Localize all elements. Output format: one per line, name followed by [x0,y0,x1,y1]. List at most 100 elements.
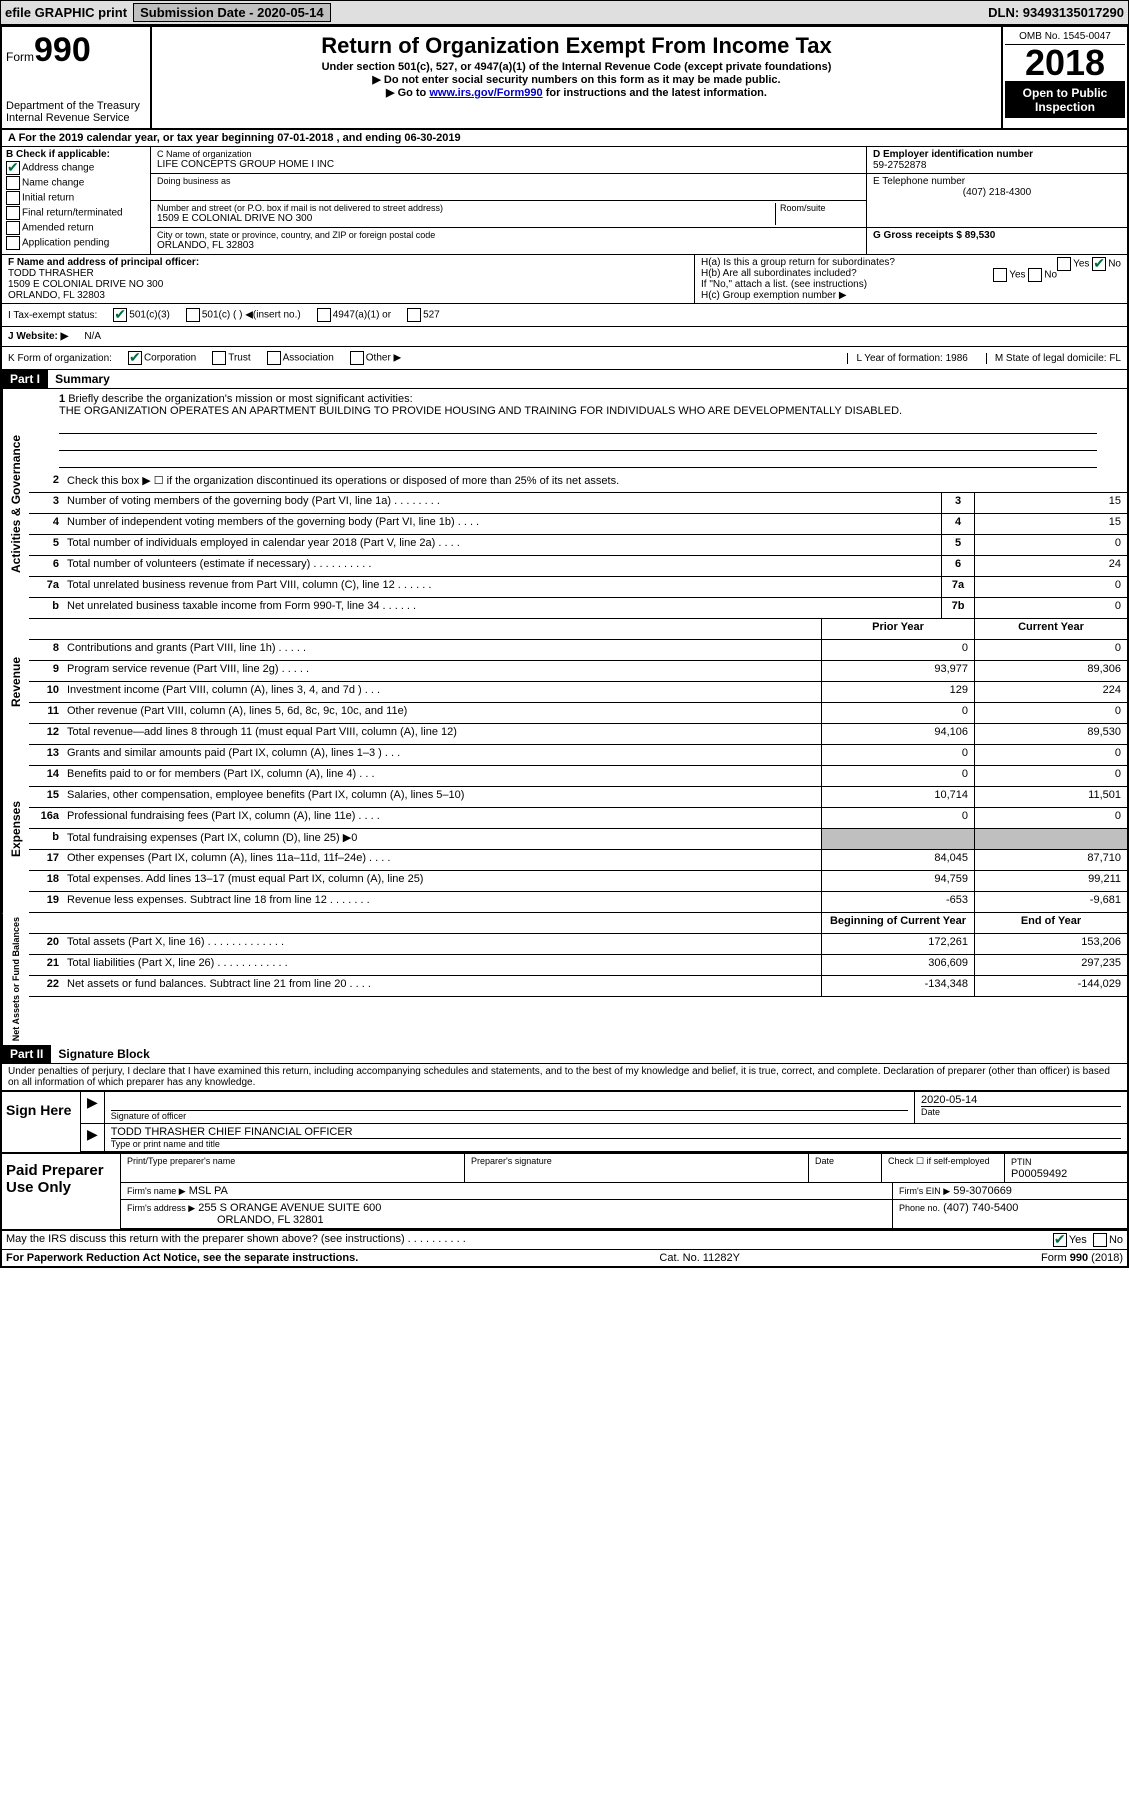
header-line2: ▶ Go to www.irs.gov/Form990 for instruct… [160,86,993,99]
vlabel-expenses: Expenses [2,745,29,913]
summary-row: 5Total number of individuals employed in… [29,535,1127,556]
chk-amended[interactable]: Amended return [6,221,146,235]
summary-row: 17Other expenses (Part IX, column (A), l… [29,850,1127,871]
ein: 59-2752878 [873,160,1121,171]
top-bar: efile GRAPHIC print Submission Date - 20… [0,0,1129,25]
officer-name: TODD THRASHER [8,268,688,279]
penalties-text: Under penalties of perjury, I declare th… [2,1064,1127,1090]
summary-row: 8Contributions and grants (Part VIII, li… [29,640,1127,661]
sign-here-label: Sign Here [2,1092,81,1152]
dba-label: Doing business as [157,176,860,186]
chk-other[interactable]: Other ▶ [350,351,401,365]
summary-row: 19Revenue less expenses. Subtract line 1… [29,892,1127,913]
chk-namechange[interactable]: Name change [6,176,146,190]
vlabel-net: Net Assets or Fund Balances [2,913,29,1045]
label-c: C Name of organization [157,149,860,159]
city: ORLANDO, FL 32803 [157,240,860,251]
city-label: City or town, state or province, country… [157,230,860,240]
state-domicile: M State of legal domicile: FL [986,353,1121,364]
summary-row: 14Benefits paid to or for members (Part … [29,766,1127,787]
header-line1: ▶ Do not enter social security numbers o… [160,73,993,86]
summary-row: bNet unrelated business taxable income f… [29,598,1127,619]
summary-row: 18Total expenses. Add lines 13–17 (must … [29,871,1127,892]
tax-year: 2018 [1005,45,1125,82]
arrow-icon: ▶ [81,1092,105,1123]
addr-label: Number and street (or P.O. box if mail i… [157,203,775,213]
activities-block: Activities & Governance 1 Briefly descri… [2,389,1127,619]
section-b-title: B Check if applicable: [6,149,146,160]
summary-row: 15Salaries, other compensation, employee… [29,787,1127,808]
label-e: E Telephone number [873,176,1121,187]
header-left: Form990 Department of the Treasury Inter… [2,27,152,128]
form-title: Return of Organization Exempt From Incom… [160,33,993,59]
row-j-website: J Website: ▶ N/A [2,327,1127,347]
summary-row: 12Total revenue—add lines 8 through 11 (… [29,724,1127,745]
chk-pending[interactable]: Application pending [6,236,146,250]
summary-row: 6Total number of volunteers (estimate if… [29,556,1127,577]
summary-row: 3Number of voting members of the governi… [29,493,1127,514]
part-1-header: Part I Summary [2,370,1127,389]
section-deg: D Employer identification number 59-2752… [866,147,1127,254]
submission-date-button[interactable]: Submission Date - 2020-05-14 [133,3,331,22]
preparer-block: Paid Preparer Use Only Print/Type prepar… [2,1154,1127,1231]
officer-signed: TODD THRASHER CHIEF FINANCIAL OFFICER [111,1126,1121,1138]
summary-row: 10Investment income (Part VIII, column (… [29,682,1127,703]
section-bcd: B Check if applicable: Address change Na… [2,147,1127,255]
room-label: Room/suite [775,203,860,225]
mission-block: 1 Briefly describe the organization's mi… [29,389,1127,472]
chk-corp[interactable]: Corporation [128,351,196,365]
expenses-block: Expenses 13Grants and similar amounts pa… [2,745,1127,913]
chk-501c3[interactable]: 501(c)(3) [113,308,170,322]
row-a-tax-year: A For the 2019 calendar year, or tax yea… [2,130,1127,147]
header-mid: Return of Organization Exempt From Incom… [152,27,1001,128]
summary-row: 9Program service revenue (Part VIII, lin… [29,661,1127,682]
year-formation: L Year of formation: 1986 [847,353,967,364]
org-name: LIFE CONCEPTS GROUP HOME I INC [157,159,860,170]
summary-row: 16aProfessional fundraising fees (Part I… [29,808,1127,829]
dln-label: DLN: 93493135017290 [988,5,1124,20]
section-f: F Name and address of principal officer:… [2,255,695,303]
label-d: D Employer identification number [873,149,1121,160]
net-block: Net Assets or Fund Balances Beginning of… [2,913,1127,1045]
form-990: Form990 Department of the Treasury Inter… [0,25,1129,1268]
part-2-header: Part II Signature Block [2,1045,1127,1064]
form-number: 990 [34,31,91,69]
section-h: H(a) Is this a group return for subordin… [695,255,1127,303]
summary-row: bTotal fundraising expenses (Part IX, co… [29,829,1127,850]
sign-block: Sign Here ▶ Signature of officer 2020-05… [2,1090,1127,1154]
form-subtitle: Under section 501(c), 527, or 4947(a)(1)… [160,61,993,73]
summary-row: 7aTotal unrelated business revenue from … [29,577,1127,598]
chk-address[interactable]: Address change [6,161,146,175]
summary-row: 13Grants and similar amounts paid (Part … [29,745,1127,766]
phone: (407) 218-4300 [873,187,1121,198]
efile-label: efile GRAPHIC print [5,5,127,20]
chk-527[interactable]: 527 [407,308,440,322]
chk-final[interactable]: Final return/terminated [6,206,146,220]
summary-row: 4Number of independent voting members of… [29,514,1127,535]
mission-text: THE ORGANIZATION OPERATES AN APARTMENT B… [59,405,902,417]
summary-row: 20Total assets (Part X, line 16) . . . .… [29,934,1127,955]
officer-addr: 1509 E COLONIAL DRIVE NO 300 ORLANDO, FL… [8,279,688,301]
chk-initial[interactable]: Initial return [6,191,146,205]
summary-row: 11Other revenue (Part VIII, column (A), … [29,703,1127,724]
summary-row: 21Total liabilities (Part X, line 26) . … [29,955,1127,976]
label-f: F Name and address of principal officer: [8,257,688,268]
form-header: Form990 Department of the Treasury Inter… [2,27,1127,130]
chk-4947[interactable]: 4947(a)(1) or [317,308,391,322]
chk-trust[interactable]: Trust [212,351,250,365]
irs-link[interactable]: www.irs.gov/Form990 [429,87,542,99]
header-right: OMB No. 1545-0047 2018 Open to Public In… [1001,27,1127,128]
street: 1509 E COLONIAL DRIVE NO 300 [157,213,775,224]
section-fh: F Name and address of principal officer:… [2,255,1127,304]
arrow-icon: ▶ [81,1124,105,1151]
dept-label: Department of the Treasury Internal Reve… [6,100,146,124]
gross-receipts: G Gross receipts $ 89,530 [867,228,1127,254]
form-ref: Form 990 (2018) [1041,1252,1123,1264]
chk-501c[interactable]: 501(c) ( ) ◀(insert no.) [186,308,301,322]
chk-assoc[interactable]: Association [267,351,334,365]
footer: For Paperwork Reduction Act Notice, see … [2,1250,1127,1266]
row-k-org: K Form of organization: Corporation Trus… [2,347,1127,370]
revenue-block: Revenue Prior YearCurrent Year 8Contribu… [2,619,1127,745]
section-c: C Name of organization LIFE CONCEPTS GRO… [151,147,866,254]
vlabel-activities: Activities & Governance [2,389,29,619]
